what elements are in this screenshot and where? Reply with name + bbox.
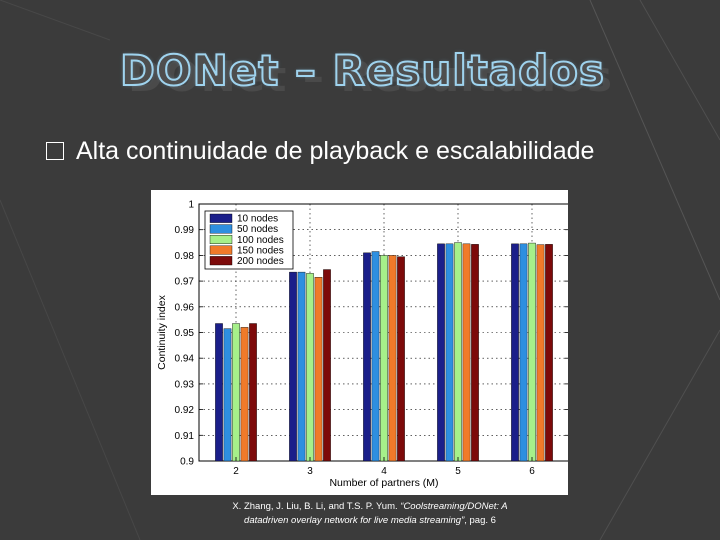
legend-swatch bbox=[209, 256, 233, 266]
bullet-text: Alta continuidade de playback e escalabi… bbox=[76, 136, 595, 165]
y-tick-label: 0.97 bbox=[175, 277, 195, 288]
bar bbox=[545, 244, 553, 462]
bar bbox=[471, 244, 479, 462]
x-tick-label: 6 bbox=[529, 466, 535, 477]
bar bbox=[536, 244, 545, 462]
legend-label: 200 nodes bbox=[237, 256, 284, 267]
bar bbox=[306, 273, 314, 462]
caption-page: , pag. 6 bbox=[464, 515, 496, 526]
bar bbox=[232, 323, 240, 462]
legend-swatch bbox=[209, 213, 233, 223]
y-tick-label: 0.9 bbox=[180, 457, 194, 468]
bar bbox=[249, 323, 257, 462]
y-tick-label: 0.91 bbox=[175, 431, 195, 442]
figure-caption: X. Zhang, J. Liu, B. Li, and T.S. P. Yum… bbox=[215, 500, 525, 528]
caption-title: “Coolstreaming/DONet: A datadriven overl… bbox=[244, 501, 508, 526]
bar bbox=[297, 271, 306, 462]
legend-label: 50 nodes bbox=[237, 224, 278, 235]
y-tick-label: 0.93 bbox=[175, 379, 195, 390]
x-tick-label: 2 bbox=[233, 466, 239, 477]
bar bbox=[240, 327, 249, 462]
title-shadow: DONet – Resultados bbox=[128, 52, 613, 101]
bar bbox=[511, 243, 519, 462]
bullet-box-icon bbox=[46, 142, 64, 160]
legend-label: 150 nodes bbox=[237, 245, 284, 256]
y-tick-label: 0.94 bbox=[175, 354, 195, 365]
y-axis-label: Continuity index bbox=[156, 294, 168, 369]
legend-swatch bbox=[209, 224, 233, 234]
y-tick-label: 0.92 bbox=[175, 405, 195, 416]
legend-label: 100 nodes bbox=[237, 235, 284, 246]
bar bbox=[454, 242, 462, 462]
x-tick-label: 4 bbox=[381, 466, 387, 477]
bar bbox=[445, 243, 454, 462]
bar bbox=[363, 252, 371, 462]
y-tick-label: 1 bbox=[188, 200, 194, 211]
chart-figure: 0.9 0.91 0.92 0.93 0.94 0.95 0.96 0.97 0.98 0.99 1… bbox=[151, 190, 570, 495]
y-tick-label: 0.96 bbox=[175, 302, 195, 313]
bar bbox=[380, 255, 388, 462]
bar bbox=[323, 269, 331, 462]
bar bbox=[215, 323, 223, 462]
bar bbox=[314, 277, 323, 462]
bar bbox=[397, 256, 405, 462]
y-tick-label: 0.95 bbox=[175, 328, 195, 339]
slide-title: DONet – Resultados bbox=[119, 45, 605, 96]
x-axis-label: Number of partners (M) bbox=[329, 477, 438, 489]
bar bbox=[528, 242, 536, 462]
title-area: DONet – Resultados DONet – Resultados bbox=[0, 45, 720, 106]
y-tick-label: 0.98 bbox=[175, 251, 195, 262]
caption-authors: X. Zhang, J. Liu, B. Li, and T.S. P. Yum… bbox=[232, 501, 401, 512]
bullet-item: Alta continuidade de playback e escalabi… bbox=[46, 134, 594, 168]
x-tick-label: 3 bbox=[307, 466, 313, 477]
x-tick-label: 5 bbox=[455, 466, 461, 477]
bar bbox=[289, 271, 297, 462]
continuity-chart: 0.9 0.91 0.92 0.93 0.94 0.95 0.96 0.97 0.98 0.99 1… bbox=[156, 200, 570, 489]
legend-swatch bbox=[209, 245, 233, 255]
bar bbox=[437, 243, 445, 462]
y-tick-label: 0.99 bbox=[175, 225, 195, 236]
bar bbox=[462, 243, 471, 462]
bar bbox=[371, 251, 380, 462]
legend-label: 10 nodes bbox=[237, 214, 278, 225]
bar bbox=[388, 255, 397, 462]
bar bbox=[223, 328, 232, 462]
legend-swatch bbox=[209, 235, 233, 245]
bar bbox=[519, 243, 528, 462]
